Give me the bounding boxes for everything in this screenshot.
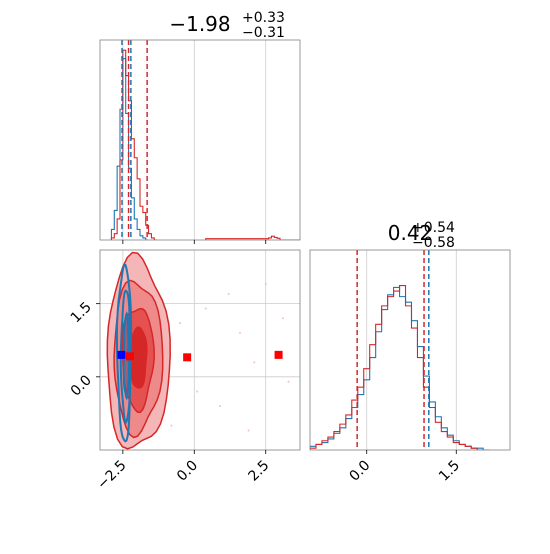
scatter-point [253,361,256,364]
blue-contour-level-0 [115,263,133,443]
scatter-point [281,317,284,320]
histogram-step-2 [205,235,300,240]
marker-3 [274,350,283,359]
scatter-point [247,429,250,432]
y-ticks: 0.0 1.5 [68,299,100,399]
x-tick-label: 0.0 [346,458,373,485]
panel-frame [99,249,301,451]
histogram-panel-param2: 0.0 1.5 0.42 +0.54 −0.58 [309,220,511,485]
x-tick-label: −2.5 [94,458,129,493]
quantile-lines [356,250,430,450]
histogram-step-0 [310,286,490,450]
quantile-lines [121,40,148,240]
x-tick-label: 1.5 [436,458,463,485]
title-lower-error: −0.31 [242,25,285,41]
histogram-series [310,284,490,450]
scatter-point [227,292,230,295]
panel-background [310,250,510,450]
x-tick-label: 2.5 [245,458,272,485]
scatter-point [219,405,221,408]
scatter-point [170,424,173,427]
scatter-point [179,322,181,325]
grid-lines [366,250,457,450]
scatter-point [264,283,267,286]
marker-0 [117,350,126,359]
title-value: 0.42 [388,221,433,245]
title-value: −1.98 [169,12,230,36]
joint-contour-panel: −2.5 0.0 2.5 0.0 1.5 [68,249,301,493]
panel-frame [99,39,301,241]
x-ticks: 0.0 1.5 [346,450,463,485]
panel-frame [309,249,511,451]
marker-1 [126,352,134,361]
y-tick-label: 0.0 [68,372,95,399]
histogram-step-1 [110,49,158,240]
point-markers [117,350,283,362]
x-tick-label: 0.0 [174,458,201,485]
title-upper-error: +0.33 [242,10,285,26]
title-upper-error: +0.54 [412,220,455,236]
scatter-point [204,307,207,310]
y-tick-label: 1.5 [68,299,95,326]
marker-2 [183,353,192,362]
panel-title-param2: 0.42 [388,221,433,245]
scatter-point [287,380,290,383]
scatter-point [239,331,241,334]
histogram-step-1 [310,284,490,450]
title-lower-error: −0.58 [412,235,455,251]
panel-background [100,40,300,240]
x-ticks [122,240,267,244]
x-ticks: −2.5 0.0 2.5 [94,450,273,493]
scatter-points [159,283,290,432]
scatter-point [196,390,199,393]
panel-title-param1: −1.98 [169,12,230,36]
histogram-panel-param1: −1.98 +0.33 −0.31 [99,10,301,244]
